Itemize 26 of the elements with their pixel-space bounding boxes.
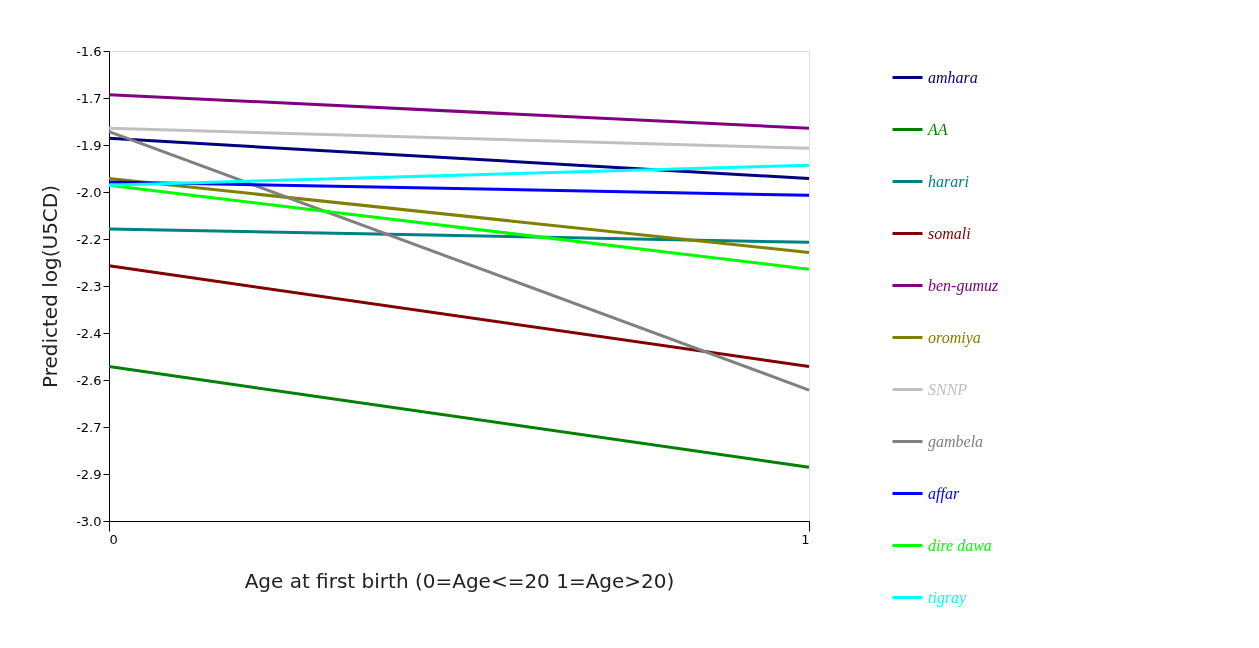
- legend-label: affar: [928, 484, 960, 503]
- legend-label: AA: [927, 120, 948, 138]
- y-tick-label: -2.7: [76, 419, 102, 435]
- x-axis-title: Age at first birth (0=Age<=20 1=Age>20): [244, 568, 675, 593]
- legend-label: tigray: [928, 588, 968, 607]
- y-tick-label: -1.7: [76, 90, 102, 106]
- y-tick-label: -2.2: [76, 231, 102, 247]
- y-tick-label: -2.9: [76, 466, 102, 482]
- legend-label: oromiya: [928, 328, 981, 347]
- x-tick-label: 0: [109, 531, 118, 547]
- y-tick-label: -2.4: [76, 325, 102, 341]
- y-tick-label: -2.6: [76, 372, 102, 388]
- legend-label: SNNP: [928, 380, 968, 398]
- legend-label: amhara: [928, 68, 978, 86]
- x-tick-label: 1: [801, 531, 810, 547]
- y-axis-title: Predicted log(U5CD): [38, 184, 63, 389]
- legend-label: dire dawa: [928, 536, 992, 554]
- y-tick-label: -1.6: [76, 43, 102, 59]
- legend-label: harari: [928, 172, 969, 190]
- y-tick-label: -2.0: [76, 184, 102, 200]
- legend-label: somali: [928, 224, 971, 242]
- legend-label: ben-gumuz: [928, 276, 999, 295]
- y-tick-label: -3.0: [76, 513, 102, 529]
- y-tick-label: -1.9: [76, 137, 102, 153]
- legend-label: gambela: [928, 432, 984, 451]
- y-tick-label: -2.3: [76, 278, 102, 294]
